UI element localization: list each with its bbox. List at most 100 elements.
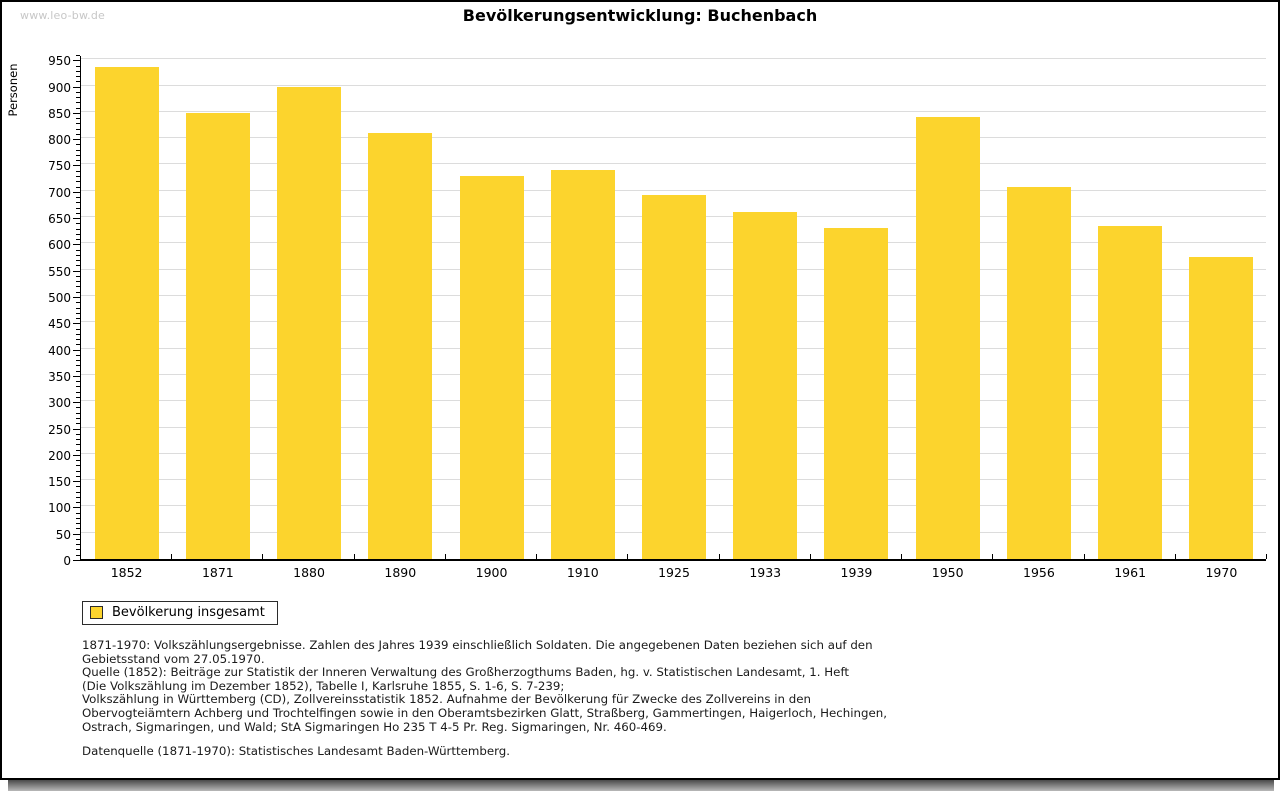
y-tick-major	[73, 533, 80, 535]
footnote-line: Gebietsstand vom 27.05.1970.	[82, 651, 265, 666]
y-tick-minor	[76, 449, 80, 451]
y-tick-label: 650	[48, 212, 71, 227]
y-tick-minor	[76, 470, 80, 472]
x-axis-tick	[171, 554, 173, 559]
x-tick-label: 1880	[293, 565, 325, 580]
legend-label: Bevölkerung insgesamt	[112, 605, 265, 620]
watermark-url: www.leo-bw.de	[20, 9, 106, 22]
y-tick-minor	[76, 444, 80, 446]
legend-swatch-icon	[90, 606, 103, 619]
x-axis-tick	[353, 554, 355, 559]
x-axis-tick	[1174, 554, 1176, 559]
bar-1933	[733, 211, 798, 559]
footnote-line: Volkszählung in Württemberg (CD), Zollve…	[82, 692, 811, 707]
y-tick-major	[73, 481, 80, 483]
y-tick-minor	[76, 318, 80, 320]
x-axis-tick	[901, 554, 903, 559]
y-tick-minor	[76, 528, 80, 530]
y-tick-label: 700	[48, 185, 71, 200]
y-tick-minor	[76, 207, 80, 209]
y-tick-minor	[76, 391, 80, 393]
y-tick-minor	[76, 144, 80, 146]
y-tick-minor	[76, 439, 80, 441]
y-tick-minor	[76, 65, 80, 67]
y-tick-minor	[76, 417, 80, 419]
y-tick-label: 300	[48, 396, 71, 411]
y-tick-minor	[76, 433, 80, 435]
y-tick-minor	[76, 412, 80, 414]
y-tick-label: 200	[48, 448, 71, 463]
x-axis-tick	[992, 554, 994, 559]
y-tick-minor	[76, 76, 80, 78]
y-tick-major	[73, 244, 80, 246]
x-axis-tick	[1083, 554, 1085, 559]
gridline	[81, 163, 1266, 165]
y-tick-minor	[76, 407, 80, 409]
y-tick-minor	[76, 212, 80, 214]
bar-1939	[824, 227, 889, 559]
x-tick-label: 1950	[931, 565, 964, 580]
y-tick-minor	[76, 381, 80, 383]
y-tick-minor	[76, 102, 80, 104]
y-tick-minor	[76, 265, 80, 267]
y-tick-minor	[76, 549, 80, 551]
y-axis: 0 50 100 150 200 250 300 350 400 450 500 550 600 650 7…	[2, 54, 80, 568]
y-tick-minor	[76, 202, 80, 204]
bar-1950	[915, 117, 980, 559]
gridline	[81, 189, 1266, 191]
y-tick-major	[73, 454, 80, 456]
y-tick-label: 100	[48, 501, 71, 516]
footnote-line: 1871-1970: Volkszählungsergebnisse. Zahl…	[82, 638, 873, 652]
y-tick-minor	[76, 302, 80, 304]
y-tick-minor	[76, 233, 80, 235]
bar-1961	[1098, 226, 1163, 559]
footnote-line: Ostrach, Sigmaringen, und Wald; StA Sigm…	[82, 719, 667, 734]
y-tick-minor	[76, 460, 80, 462]
y-tick-minor	[76, 344, 80, 346]
y-tick-minor	[76, 281, 80, 283]
footnotes: 1871-1970: Volkszählungsergebnisse. Zahl…	[82, 638, 887, 734]
y-tick-major	[73, 323, 80, 325]
x-axis-tick	[627, 554, 629, 559]
y-tick-label: 350	[48, 369, 71, 384]
y-tick-label: 800	[48, 133, 71, 148]
footnote-line: Quelle (1852): Beiträge zur Statistik de…	[82, 665, 850, 680]
y-tick-minor	[76, 181, 80, 183]
y-tick-major	[73, 60, 80, 62]
bar-1890	[368, 132, 433, 559]
bar-1900	[459, 175, 524, 559]
x-tick-label: 1939	[840, 565, 873, 580]
y-tick-minor	[76, 312, 80, 314]
y-tick-minor	[76, 123, 80, 125]
y-tick-minor	[76, 502, 80, 504]
y-tick-label: 900	[48, 80, 71, 95]
y-tick-minor	[76, 512, 80, 514]
y-tick-minor	[76, 517, 80, 519]
y-tick-label: 500	[48, 290, 71, 305]
y-tick-minor	[76, 354, 80, 356]
y-tick-minor	[76, 228, 80, 230]
y-tick-minor	[76, 423, 80, 425]
y-tick-minor	[76, 149, 80, 151]
y-tick-minor	[76, 523, 80, 525]
y-tick-minor	[76, 544, 80, 546]
y-tick-label: 0	[63, 554, 71, 568]
x-tick-label: 1956	[1023, 565, 1055, 580]
y-tick-major	[73, 191, 80, 193]
y-tick-minor	[76, 475, 80, 477]
x-axis-tick	[809, 554, 811, 559]
y-tick-major	[73, 428, 80, 430]
y-tick-major	[73, 402, 80, 404]
x-axis-tick	[444, 554, 446, 559]
bar-1871	[185, 113, 250, 559]
y-tick-major	[73, 112, 80, 114]
y-tick-minor	[76, 223, 80, 225]
y-tick-minor	[76, 386, 80, 388]
y-tick-label: 750	[48, 159, 71, 174]
x-tick-label: 1852	[110, 565, 143, 580]
bar-1925	[642, 194, 706, 559]
x-tick-label: 1961	[1114, 565, 1147, 580]
y-tick-minor	[76, 286, 80, 288]
bar-1852	[94, 66, 159, 559]
